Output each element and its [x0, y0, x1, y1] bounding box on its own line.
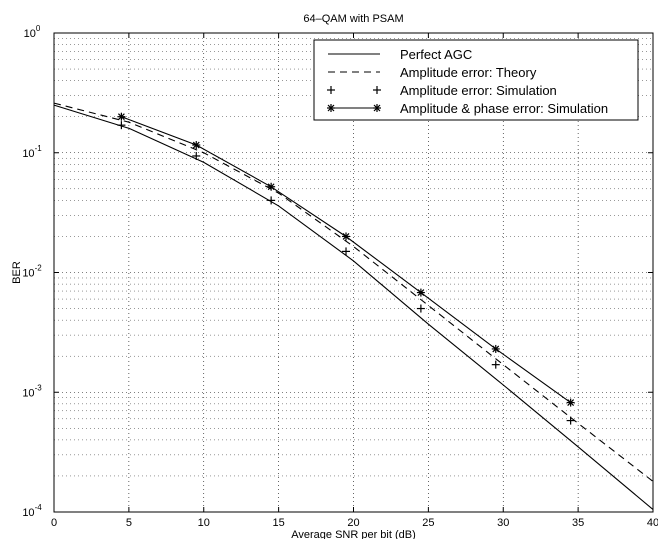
x-axis-label: Average SNR per bit (dB) — [291, 529, 416, 539]
legend-marker — [327, 86, 335, 94]
legend-label: Amplitude error: Simulation — [400, 83, 557, 98]
x-tick-label: 40 — [647, 517, 658, 529]
data-point — [117, 112, 126, 121]
data-point — [267, 182, 276, 191]
y-tick-label: 10-3 — [22, 383, 42, 399]
series-4 — [117, 112, 575, 407]
series-line — [53, 102, 654, 482]
x-tick-label: 0 — [51, 517, 57, 529]
legend-label: Amplitude error: Theory — [400, 65, 537, 80]
series-line — [121, 116, 571, 404]
data-point — [192, 151, 201, 160]
legend-entry-3: Amplitude error: Simulation — [327, 83, 557, 98]
data-point — [342, 232, 351, 241]
legend-entry-4: Amplitude & phase error: Simulation — [327, 101, 608, 116]
legend-entry-2: Amplitude error: Theory — [328, 65, 537, 80]
data-point — [416, 304, 425, 313]
data-point — [416, 288, 425, 297]
x-tick-label: 20 — [347, 517, 359, 529]
y-tick-label: 10-4 — [22, 503, 42, 519]
y-tick-label: 10-1 — [22, 144, 42, 160]
x-tick-label: 10 — [198, 517, 210, 529]
data-point — [566, 398, 575, 407]
legend-label: Amplitude & phase error: Simulation — [400, 101, 608, 116]
data-point — [342, 247, 351, 256]
legend-marker — [373, 86, 381, 94]
legend-box — [313, 39, 639, 121]
data-point — [117, 121, 126, 130]
legend-marker — [373, 104, 381, 112]
series-line — [53, 104, 654, 510]
legend-label: Perfect AGC — [400, 47, 472, 62]
y-tick-label: 100 — [24, 24, 41, 40]
chart-title: 64–QAM with PSAM — [303, 13, 403, 25]
legend-entry-1: Perfect AGC — [328, 47, 472, 62]
x-tick-label: 30 — [497, 517, 509, 529]
x-tick-label: 15 — [273, 517, 285, 529]
x-tick-label: 25 — [422, 517, 434, 529]
x-tick-label: 5 — [126, 517, 132, 529]
data-point — [192, 141, 201, 150]
series-2 — [53, 102, 654, 482]
x-tick-label: 35 — [572, 517, 584, 529]
data-point — [566, 416, 575, 425]
curves — [53, 102, 654, 510]
legend-marker — [327, 104, 335, 112]
legend: Perfect AGC Amplitude error: Theory Amplit… — [313, 39, 639, 121]
y-axis-label: BER — [11, 261, 23, 284]
series-3 — [117, 121, 575, 425]
y-tick-label: 10-2 — [22, 264, 42, 280]
series-1 — [53, 104, 654, 510]
data-point — [267, 196, 276, 205]
data-point — [491, 344, 500, 353]
data-point — [491, 360, 500, 369]
